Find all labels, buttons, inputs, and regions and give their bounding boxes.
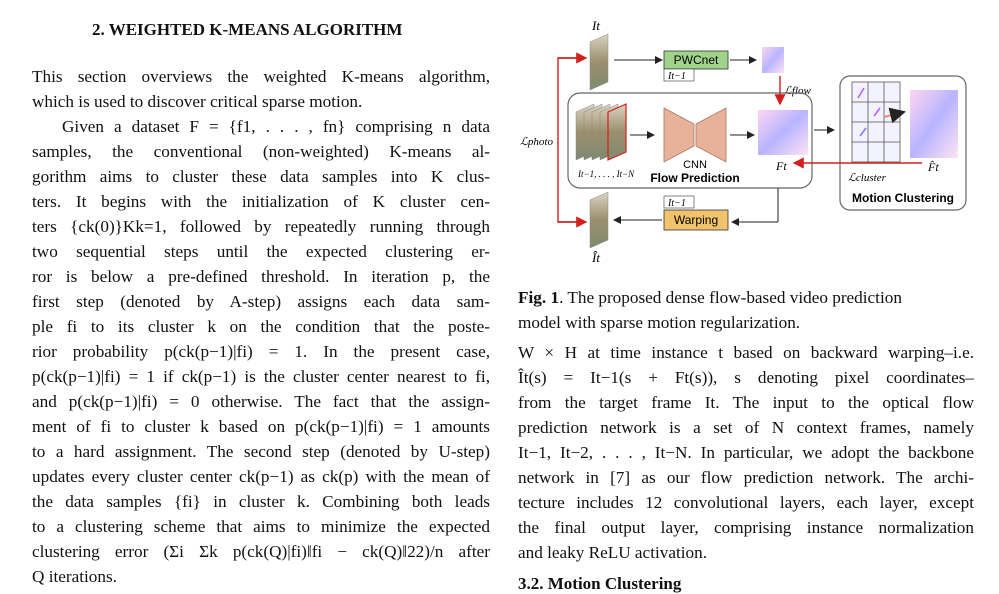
text-line: This section overviews the weighted K-me…	[32, 67, 490, 86]
text-line: It−1, It−2, . . . , It−N. In particular,…	[518, 443, 974, 462]
pwcnet-label: PWCnet	[674, 53, 719, 67]
cnn-encoder-decoder	[663, 107, 727, 163]
label-It-1-bottom: It−1	[667, 198, 686, 209]
text-line: gorithm aims to cluster these data sampl…	[32, 167, 490, 186]
text-line: updates every cluster center ck(p−1) as …	[32, 467, 490, 486]
text-line: to a clustering scheme that aims to mini…	[32, 517, 490, 536]
text-line: two sequential steps until the expected …	[32, 242, 490, 261]
target-frame-thumb: It	[589, 18, 609, 91]
text-line: clustering error (Σi Σk p(ck(Q)|fi)‖fi −…	[32, 542, 490, 561]
text-line: Q iterations.	[32, 567, 117, 586]
warping-block: It−1 Warping	[663, 195, 729, 231]
arrow	[883, 107, 906, 124]
cnn-label: CNN	[683, 159, 707, 171]
text-line: samples, the conventional (non-weighted)…	[32, 142, 490, 161]
caption-text: . The proposed dense flow-based video pr…	[559, 288, 902, 307]
predicted-flow-thumb	[758, 110, 808, 155]
section-heading: 2. WEIGHTED K-MEANS ALGORITHM	[92, 20, 403, 39]
figure-caption: Fig. 1. The proposed dense flow-based vi…	[518, 285, 974, 335]
text-line: ters. It begins with the initialization …	[32, 192, 490, 211]
motion-clustering-box	[839, 75, 967, 211]
text-line: from the target frame It. The input to t…	[518, 393, 974, 412]
text-line: rior probability p(ck(p−1)|fi) = 1. In t…	[32, 342, 490, 361]
label-L-cluster: ℒcluster	[848, 172, 887, 184]
warping-label: Warping	[674, 213, 718, 227]
text-line: prediction network is a set of N context…	[518, 418, 974, 437]
paragraph-kmeans: Given a dataset F = {f1, . . . , fn} com…	[32, 114, 490, 589]
text-line: W × H at time instance t based on backwa…	[518, 343, 974, 362]
flow-prediction-box	[567, 92, 813, 189]
context-frames-stack	[575, 103, 627, 161]
gt-flow-thumb	[762, 47, 784, 73]
text-line: tecture includes 12 convolutional layers…	[518, 493, 974, 512]
label-context-frames: It−1, . . . , It−N	[577, 169, 635, 179]
figure-diagram: It PWCnet It−1 ℒflow ℒphoto It−1, . .	[518, 0, 978, 270]
text-line: ple fi to its cluster k on the condition…	[32, 317, 490, 336]
label-Ft-hat: F̂t	[927, 160, 939, 174]
next-section-heading: 3.2. Motion Clustering	[518, 574, 682, 593]
cluster-grid	[851, 81, 901, 163]
text-line: ters {ck(0)}Kk=1, followed by repeatedly…	[32, 217, 490, 236]
clustered-flow-thumb	[910, 90, 958, 158]
text-line: and leaky ReLU activation.	[518, 543, 707, 562]
text-line: Ît(s) = It−1(s + Ft(s)), s denoting pixe…	[518, 368, 974, 387]
text-line: network in [7] as our flow prediction ne…	[518, 468, 974, 487]
label-L-photo: ℒphoto	[520, 136, 553, 148]
paragraph-right: W × H at time instance t based on backwa…	[518, 340, 974, 565]
text-line: which is used to discover critical spars…	[32, 92, 363, 111]
motion-clustering-label: Motion Clustering	[852, 191, 954, 205]
text-line: the final output layer, comprising insta…	[518, 518, 974, 537]
text-line: ment of fi to cluster k based on p(ck(p−…	[32, 417, 490, 436]
pwcnet-block: PWCnet It−1	[663, 50, 729, 82]
text-line: first step (denoted by A-step) assigns e…	[32, 292, 490, 311]
label-It-hat: Ît	[591, 250, 600, 265]
label-It-1-top: It−1	[667, 71, 686, 82]
text-line: and p(ck(p−1)|fi) = 0 otherwise. The fac…	[32, 392, 490, 411]
text-line: ror is below a pre-defined threshold. In…	[32, 267, 490, 286]
warped-frame-thumb: Ît	[589, 191, 609, 265]
label-Ft: Ft	[775, 159, 787, 173]
flow-prediction-label: Flow Prediction	[650, 171, 739, 185]
text-line: the data samples {fi} in cluster k. Comb…	[32, 492, 490, 511]
label-It: It	[591, 18, 600, 33]
caption-line: Fig. 1. The proposed dense flow-based vi…	[518, 285, 974, 310]
paragraph-intro: This section overviews the weighted K-me…	[32, 64, 490, 114]
caption-label: Fig. 1	[518, 288, 560, 307]
text-line: to a hard assignment. The second step (d…	[32, 442, 490, 461]
text-line: p(ck(p−1)|fi) = 1 if ck(p−1) is the clus…	[32, 367, 490, 386]
diagram-svg: It PWCnet It−1 ℒflow ℒphoto It−1, . .	[520, 18, 967, 265]
text-line: Given a dataset F = {f1, . . . , fn} com…	[62, 117, 490, 136]
caption-line: model with sparse motion regularization.	[518, 313, 801, 332]
